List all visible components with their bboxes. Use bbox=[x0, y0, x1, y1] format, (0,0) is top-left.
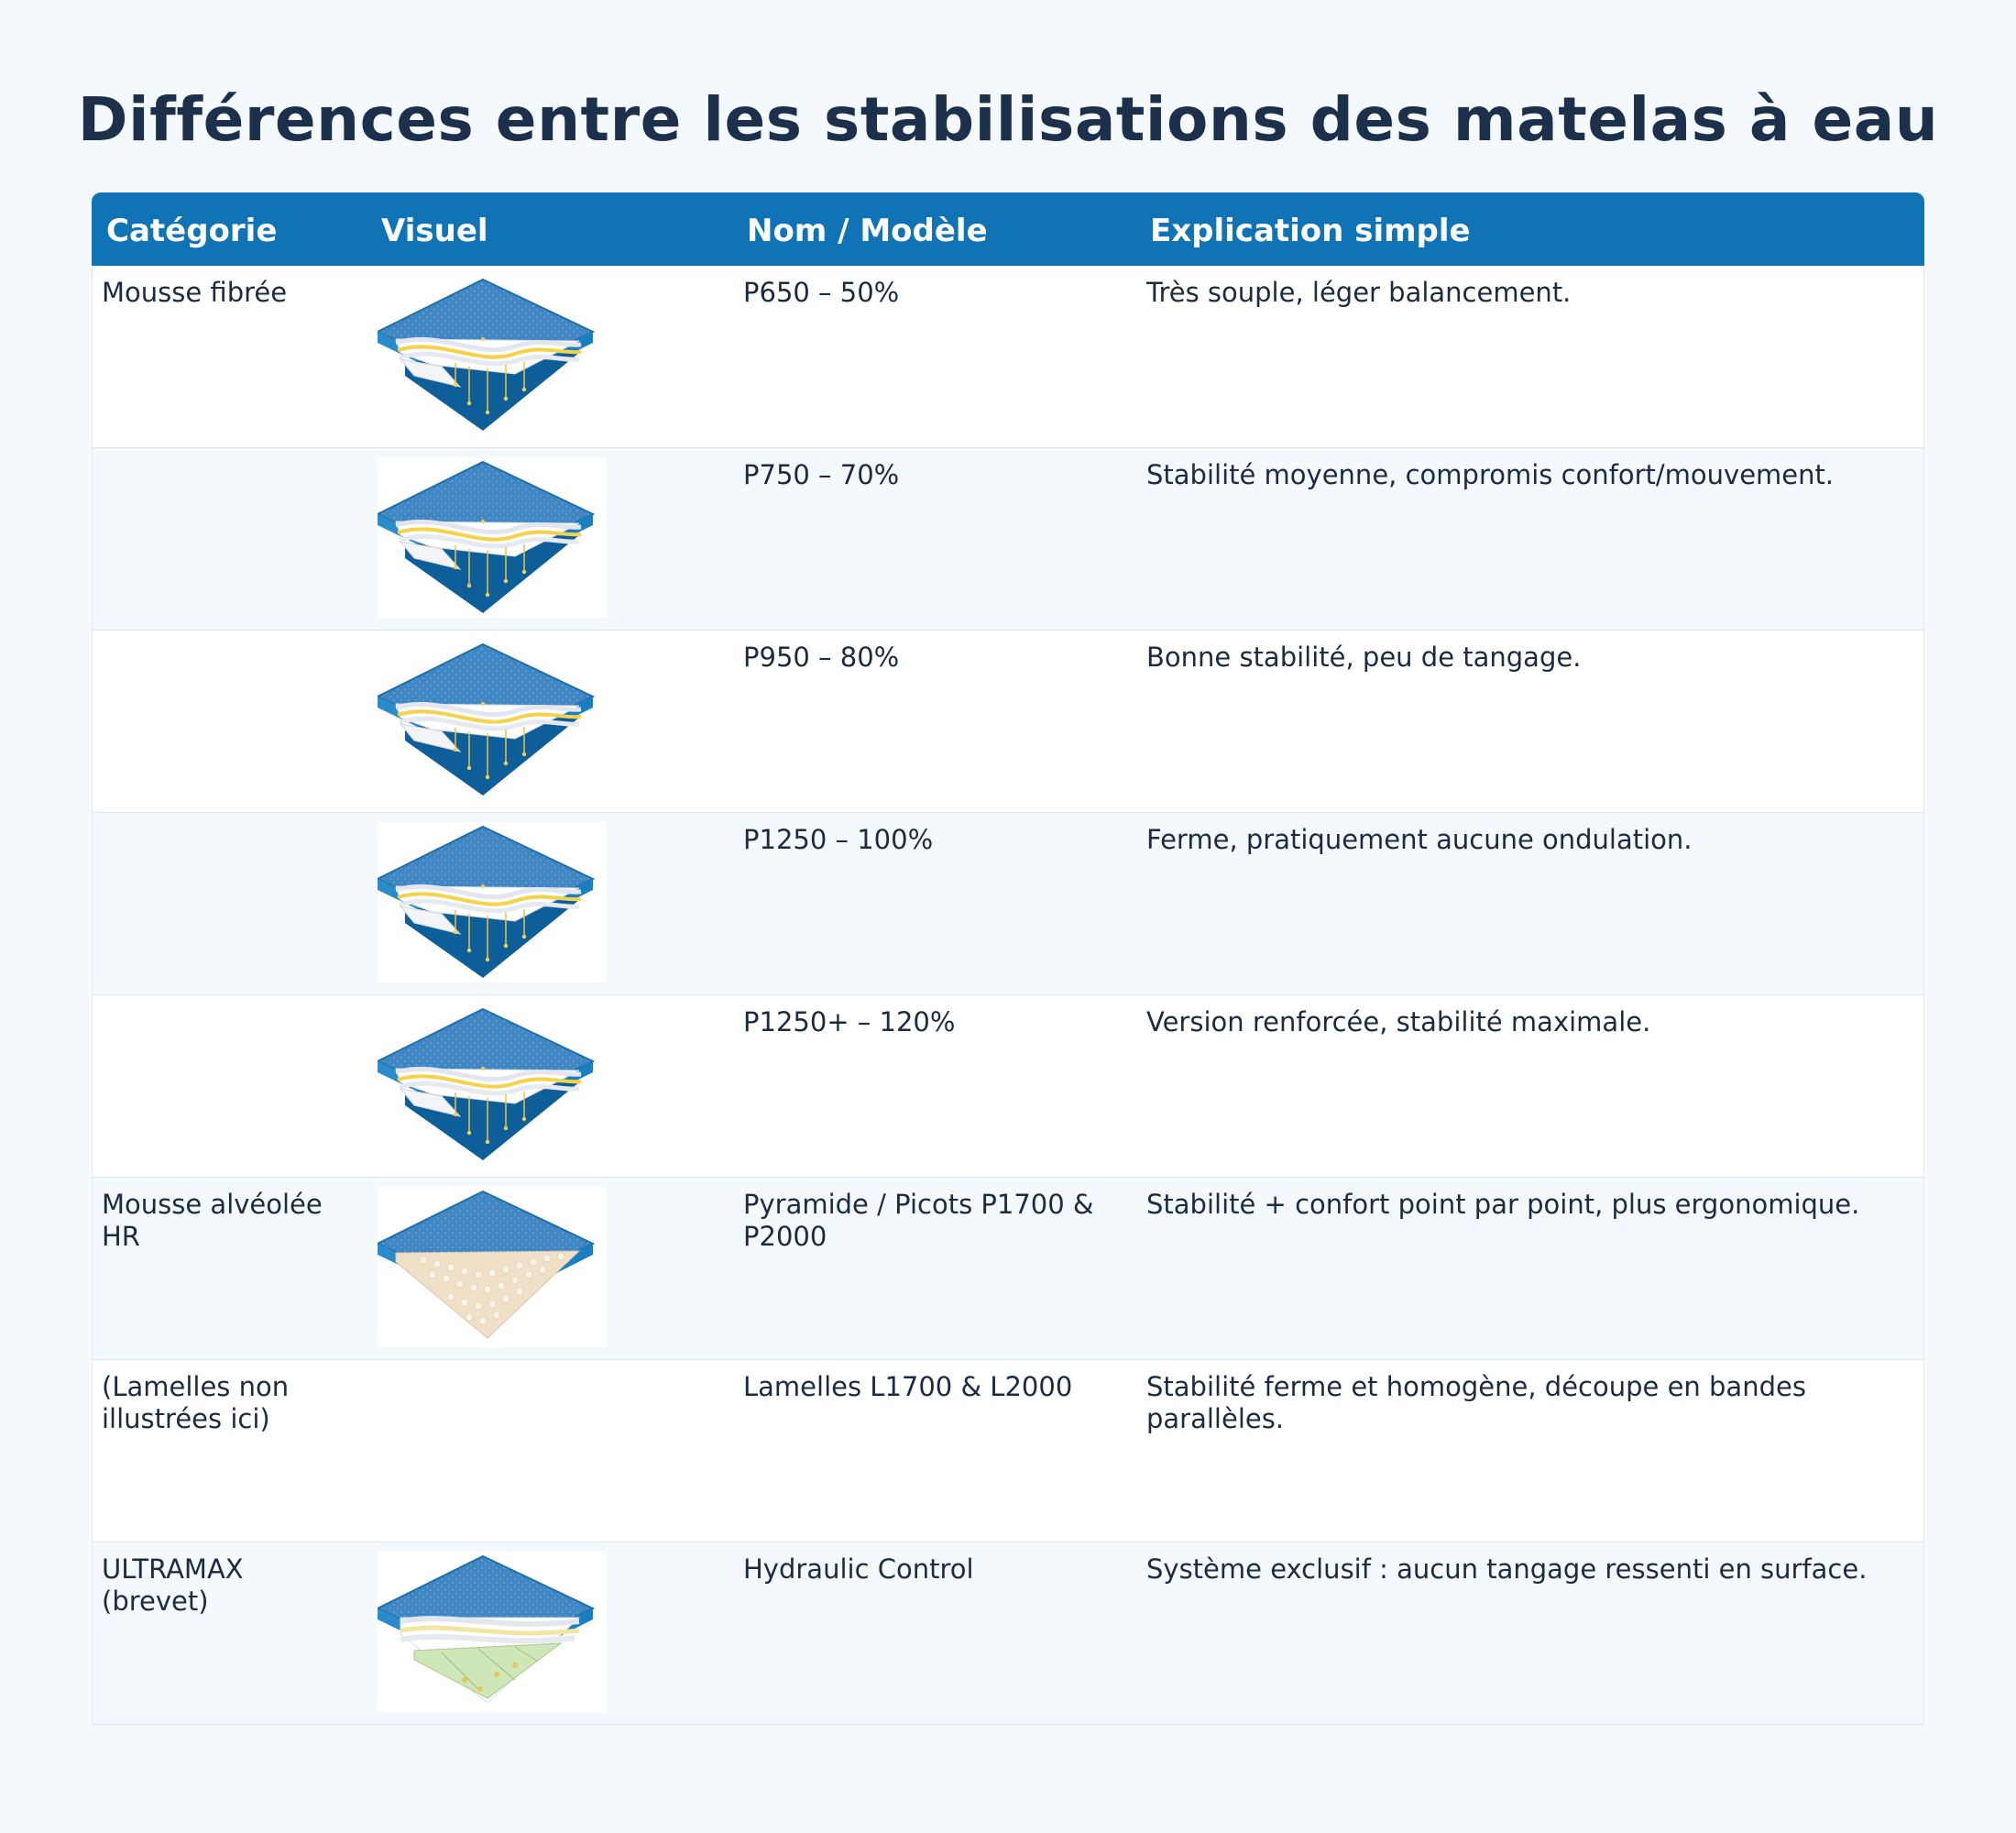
header-model: Nom / Modèle bbox=[747, 213, 988, 249]
header-explanation: Explication simple bbox=[1150, 213, 1471, 249]
mattress-fiber-layers-icon bbox=[378, 640, 607, 800]
table-row: P1250 – 100% Ferme, pratiquement aucune … bbox=[92, 813, 1924, 995]
model-cell: Pyramide / Picots P1700 & P2000 bbox=[743, 1189, 1094, 1252]
mattress-hydraulic-icon bbox=[378, 1552, 607, 1712]
header-category: Catégorie bbox=[106, 213, 278, 249]
table-row: P950 – 80% Bonne stabilité, peu de tanga… bbox=[92, 631, 1924, 813]
explanation-cell: Ferme, pratiquement aucune ondulation. bbox=[1146, 824, 1693, 855]
mattress-fiber-layers-icon bbox=[378, 822, 607, 982]
model-cell: Lamelles L1700 & L2000 bbox=[743, 1371, 1073, 1402]
mattress-fiber-layers-icon bbox=[378, 1004, 607, 1165]
mattress-fiber-layers-icon bbox=[378, 275, 607, 435]
table-row: P1250+ – 120% Version renforcée, stabili… bbox=[92, 995, 1924, 1178]
table-row: Mousse alvéolée HR Pyramide / Picots P17… bbox=[92, 1178, 1924, 1360]
table-row: ULTRAMAX (brevet) Hydraulic Control Syst… bbox=[92, 1542, 1924, 1725]
model-cell: P1250+ – 120% bbox=[743, 1006, 956, 1037]
table-row: (Lamelles non illustrées ici) Lamelles L… bbox=[92, 1360, 1924, 1542]
model-cell: P750 – 70% bbox=[743, 459, 900, 490]
page-title: Différences entre les stabilisations des… bbox=[77, 84, 1939, 155]
explanation-cell: Bonne stabilité, peu de tangage. bbox=[1146, 642, 1582, 673]
table-header: Catégorie Visuel Nom / Modèle Explicatio… bbox=[92, 192, 1924, 266]
comparison-table: Catégorie Visuel Nom / Modèle Explicatio… bbox=[92, 192, 1924, 1725]
mattress-fiber-layers-icon bbox=[378, 457, 607, 618]
model-cell: P1250 – 100% bbox=[743, 824, 934, 855]
category-cell: Mousse fibrée bbox=[102, 277, 288, 308]
explanation-cell: Très souple, léger balancement. bbox=[1146, 277, 1572, 308]
model-cell: P950 – 80% bbox=[743, 642, 900, 673]
explanation-cell: Stabilité ferme et homogène, découpe en … bbox=[1146, 1371, 1806, 1434]
category-cell: (Lamelles non illustrées ici) bbox=[102, 1371, 290, 1434]
explanation-cell: Système exclusif : aucun tangage ressent… bbox=[1146, 1553, 1868, 1585]
explanation-cell: Stabilité moyenne, compromis confort/mou… bbox=[1146, 459, 1835, 490]
mattress-pyramid-foam-icon bbox=[378, 1187, 607, 1347]
header-visual: Visuel bbox=[381, 213, 488, 249]
model-cell: P650 – 50% bbox=[743, 277, 900, 308]
explanation-cell: Stabilité + confort point par point, plu… bbox=[1146, 1189, 1860, 1220]
category-cell: ULTRAMAX (brevet) bbox=[102, 1553, 244, 1617]
explanation-cell: Version renforcée, stabilité maximale. bbox=[1146, 1006, 1651, 1037]
category-cell: Mousse alvéolée HR bbox=[102, 1189, 323, 1252]
model-cell: Hydraulic Control bbox=[743, 1553, 974, 1585]
table-row: Mousse fibrée P650 – 50% Très souple, lé… bbox=[92, 266, 1924, 448]
table-row: P750 – 70% Stabilité moyenne, compromis … bbox=[92, 448, 1924, 631]
